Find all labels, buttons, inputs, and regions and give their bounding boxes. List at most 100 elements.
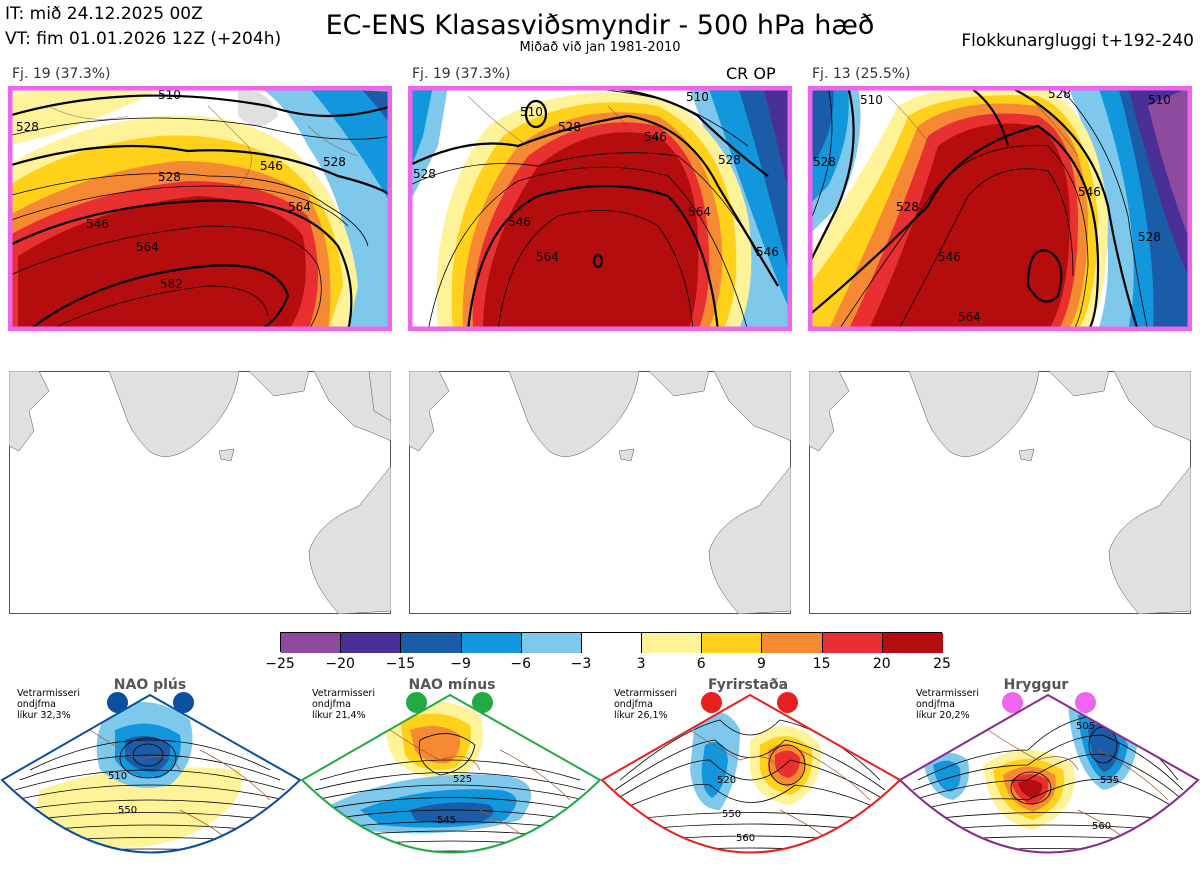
contour-label: 564 <box>288 200 311 214</box>
regime-title: NAO plús <box>113 677 187 693</box>
colorbar-cell <box>882 633 943 653</box>
regime-map-nao-minus: 525 545 565 <box>300 693 602 854</box>
regime-dot <box>406 692 427 713</box>
panel-1-label: Fj. 19 (37.3%) <box>12 66 111 82</box>
regime-dot <box>1075 692 1096 713</box>
colorbar-cell <box>822 633 883 653</box>
colorbar-strip <box>280 632 943 653</box>
contour-label: 546 <box>86 217 109 231</box>
contour-label: 528 <box>558 120 581 134</box>
cluster-highlight-frame <box>408 86 792 331</box>
colorbar-cell <box>581 633 643 653</box>
regime-map-blocking: 520 550 560 <box>600 693 902 854</box>
cluster-highlight-frame <box>8 86 392 331</box>
colorbar-tick-label: −20 <box>325 656 355 672</box>
regime-title: NAO mínus <box>408 677 496 693</box>
colorbar-tick-label: −9 <box>450 656 471 672</box>
colorbar-tick-label: −3 <box>570 656 592 672</box>
init-time: IT: mið 24.12.2025 00Z <box>5 4 203 24</box>
cluster-map-1: 510 528 528 546 546 564 564 582 528 <box>8 86 392 331</box>
regime-dot <box>701 692 722 713</box>
contour-label: 546 <box>508 215 531 229</box>
contour-label: 535 <box>1100 775 1119 786</box>
contour-label: 528 <box>413 167 436 181</box>
colorbar-tick-label: 15 <box>812 656 831 672</box>
contour-label: 510 <box>158 88 181 102</box>
colorbar-cell <box>461 633 522 653</box>
regime-dot <box>107 692 128 713</box>
colorbar-tick-label: −25 <box>265 656 295 672</box>
empty-map-2 <box>409 371 791 614</box>
contour-label: 582 <box>160 277 183 291</box>
panel-3-label: Fj. 13 (25.5%) <box>812 66 911 82</box>
contour-label: 510 <box>1148 93 1171 107</box>
contour-label: 528 <box>896 200 919 214</box>
regime-dot <box>777 692 798 713</box>
contour-label: 564 <box>958 310 981 324</box>
regime-description: Vetrarmisseri ondjfma líkur 20,2% <box>916 688 979 721</box>
contour-label: 528 <box>323 155 346 169</box>
contour-label: 546 <box>1078 185 1101 199</box>
colorbar-cell <box>521 633 582 653</box>
page-subtitle: Miðað við jan 1981-2010 <box>519 40 681 55</box>
contour-label: 528 <box>1138 230 1161 244</box>
colorbar-tick-label: −6 <box>510 656 532 672</box>
contour-label: 546 <box>644 130 667 144</box>
contour-label: 560 <box>736 833 755 844</box>
colorbar-cell <box>762 633 823 653</box>
contour-label: 528 <box>16 120 39 134</box>
contour-label: 505 <box>1076 721 1095 732</box>
colorbar-tick-label: 9 <box>756 656 766 672</box>
contour-label: 545 <box>437 815 456 826</box>
contour-label: 525 <box>453 774 472 785</box>
panel-2-cr-op-label: CR OP <box>726 64 776 83</box>
contour-label: 520 <box>717 775 736 786</box>
colorbar-tick-label: 25 <box>933 656 951 672</box>
regime-description: Vetrarmisseri ondjfma líkur 26,1% <box>614 688 677 721</box>
cluster-map-2: 510 510 528 528 528 546 546 546 564 564 <box>408 86 792 331</box>
contour-label: 510 <box>520 105 543 119</box>
empty-map-1 <box>9 371 391 614</box>
colorbar-cell <box>702 633 763 653</box>
contour-label: 550 <box>722 809 741 820</box>
contour-label: 510 <box>108 771 127 782</box>
regime-dot <box>1002 692 1023 713</box>
colorbar-tick-label: 20 <box>872 656 891 672</box>
colorbar-cell <box>281 633 342 653</box>
cluster-highlight-frame <box>808 86 1192 331</box>
regime-description: Vetrarmisseri ondjfma líkur 32,3% <box>17 688 80 721</box>
panel-2-label: Fj. 19 (37.3%) <box>412 66 511 82</box>
regime-map-nao-plus: 510 550 <box>0 693 302 854</box>
contour-label: 510 <box>860 93 883 107</box>
regime-dot <box>472 692 493 713</box>
contour-label: 550 <box>118 805 137 816</box>
cluster-map-3: 510 510 528 528 528 528 546 546 564 <box>808 86 1192 331</box>
colorbar-tick-label: 6 <box>696 656 706 672</box>
contour-label: 528 <box>158 170 181 184</box>
regime-dot <box>173 692 194 713</box>
colorbar-tick-label: 3 <box>636 656 646 672</box>
contour-label: 510 <box>686 90 709 104</box>
contour-label: 564 <box>136 240 159 254</box>
regime-map-ridge: 505 535 560 <box>898 693 1200 854</box>
contour-label: 564 <box>536 250 559 264</box>
regime-description: Vetrarmisseri ondjfma líkur 21,4% <box>312 688 375 721</box>
contour-label: 560 <box>1092 821 1111 832</box>
contour-label: 528 <box>813 155 836 169</box>
empty-map-3 <box>809 371 1191 614</box>
contour-label: 528 <box>718 153 741 167</box>
contour-label: 546 <box>938 250 961 264</box>
regime-title: Fyrirstaða <box>707 677 789 693</box>
valid-time: VT: fim 01.01.2026 12Z (+204h) <box>5 29 282 49</box>
contour-label: 546 <box>260 159 283 173</box>
colorbar-tick-label: −15 <box>385 656 416 672</box>
colorbar-cell <box>341 633 402 653</box>
regime-title: Hryggur <box>1003 677 1069 693</box>
colorbar-cell <box>401 633 462 653</box>
contour-label: 564 <box>688 205 711 219</box>
colorbar-cell <box>642 633 703 653</box>
classification-window: Flokkunargluggi t+192-240 <box>961 31 1194 51</box>
page-title: EC-ENS Klasasviðsmyndir - 500 hPa hæð <box>325 10 875 41</box>
colorbar: −25 −20 −15 −9 −6 −3 3 6 9 15 20 25 <box>265 632 951 674</box>
contour-label: 546 <box>756 245 779 259</box>
